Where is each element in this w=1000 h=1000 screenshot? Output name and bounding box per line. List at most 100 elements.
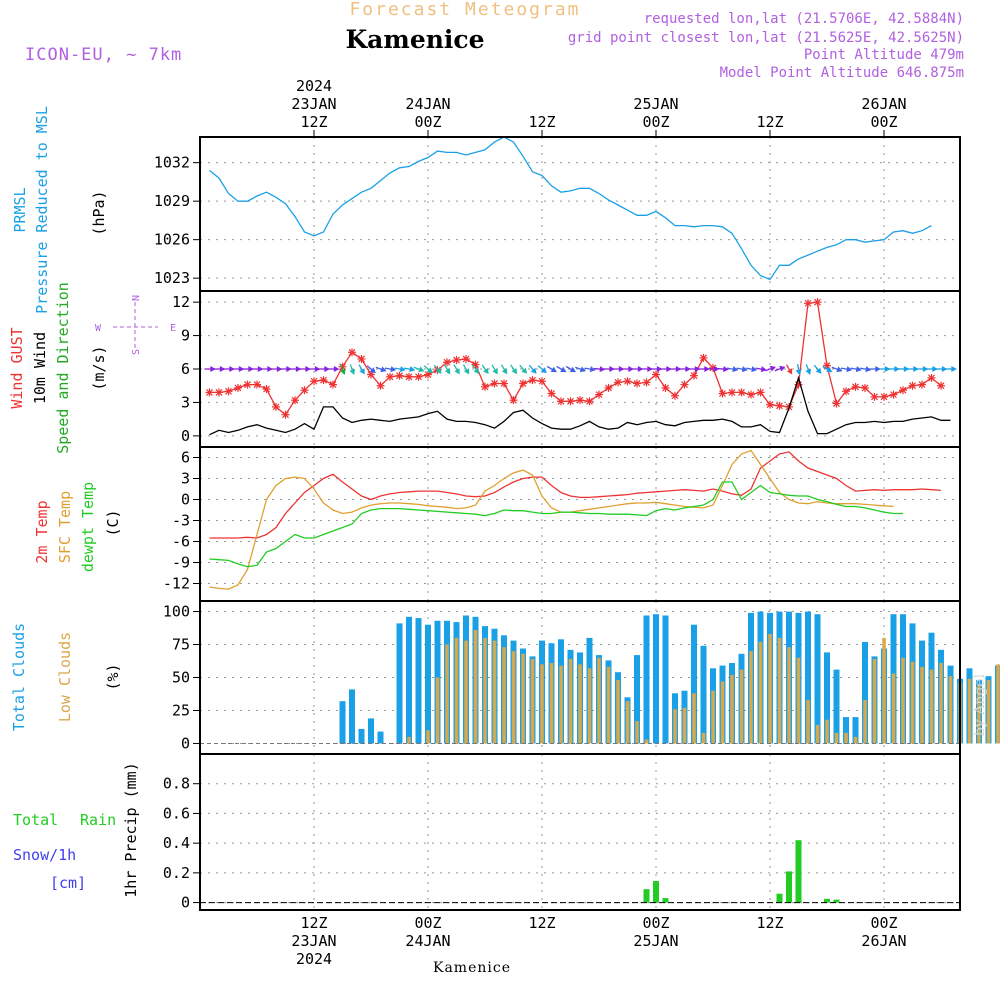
- wind-direction-arrow: [926, 365, 938, 373]
- y-tick-label: 0.2: [163, 864, 190, 882]
- wind-plot: 0 3 6 9 12: [172, 290, 961, 448]
- gust-marker: [680, 380, 689, 389]
- bottom-time-label: 00Z: [870, 914, 897, 932]
- gust-marker: [452, 356, 461, 365]
- wind-direction-arrow: [603, 365, 615, 373]
- wind-direction-arrow: [358, 364, 365, 375]
- gust-marker: [443, 358, 451, 367]
- low-cloud-bar: [492, 640, 497, 744]
- series-line: [209, 375, 951, 436]
- total-cloud-bar: [406, 616, 412, 744]
- bottom-time-label: 26JAN: [861, 932, 906, 950]
- gust-marker: [319, 376, 328, 385]
- low-cloud-bar: [720, 681, 725, 744]
- wind-direction-arrow: [481, 364, 489, 375]
- temp-dewpt-label: dewpt Temp: [79, 482, 97, 572]
- low-cloud-bar: [635, 721, 639, 744]
- y-tick-label: 0: [181, 427, 190, 445]
- wind-direction-arrow: [698, 365, 710, 373]
- low-cloud-bar: [549, 663, 554, 744]
- gust-marker: [348, 348, 356, 357]
- wind-direction-arrow: [384, 366, 397, 373]
- low-cloud-bar: [682, 707, 687, 744]
- grid-point-coords: grid point closest lon,lat (21.5625E, 42…: [568, 30, 964, 46]
- wind-direction-arrow: [328, 365, 340, 373]
- watermark: by Angel: [972, 673, 988, 736]
- rain-bar: [776, 893, 783, 903]
- wind-direction-arrow: [423, 365, 433, 374]
- wind-direction-arrow: [822, 365, 833, 373]
- pressure-label: Pressure Reduced to MSL: [33, 106, 51, 314]
- low-cloud-bar: [986, 680, 991, 744]
- panel-frame: [199, 753, 961, 911]
- wind-direction-arrow: [556, 365, 567, 373]
- y-tick-label: 0.4: [163, 834, 190, 852]
- clouds-panel: 0 25 50 75 100 Total Clouds Low Clouds (%) b…: [10, 600, 1000, 755]
- gust-marker: [861, 383, 869, 392]
- low-cloud-bar: [483, 637, 487, 744]
- gust-marker: [205, 388, 214, 397]
- bottom-time-label: 2024: [296, 950, 332, 968]
- gust-marker: [937, 381, 945, 390]
- low-clouds-label: Low Clouds: [56, 632, 74, 722]
- gust-marker: [471, 360, 480, 369]
- wind-direction-arrow: [632, 365, 644, 373]
- top-time-label: 00Z: [414, 113, 441, 131]
- low-cloud-bar: [521, 653, 525, 744]
- compass-n: N: [131, 295, 142, 301]
- low-cloud-bar: [882, 637, 886, 744]
- total-cloud-bar: [339, 701, 346, 744]
- top-time-label: 23JAN: [291, 95, 336, 113]
- series-line: [209, 481, 903, 568]
- gust-marker: [614, 378, 622, 387]
- low-cloud-bar: [540, 664, 544, 744]
- gust-marker: [813, 298, 822, 307]
- bottom-time-label: 23JAN: [291, 932, 336, 950]
- clouds-plot: 0 25 50 75 100: [163, 600, 1000, 755]
- gust-marker: [519, 379, 527, 388]
- wind-direction-arrow: [349, 364, 356, 375]
- wind-direction-arrow: [831, 366, 843, 373]
- low-cloud-bar: [806, 699, 810, 744]
- wind-panel: 0 3 6 9 12 Wind GUST 10m Wind Speed and Dire…: [8, 282, 961, 454]
- precip-cm-label: [cm]: [50, 874, 86, 892]
- y-tick-label: -9: [172, 554, 190, 572]
- low-cloud-bar: [454, 637, 459, 744]
- y-tick-label: -3: [172, 512, 190, 530]
- wind-direction-arrow: [528, 364, 537, 374]
- low-cloud-bar: [863, 699, 867, 744]
- gust-marker: [357, 354, 366, 363]
- wind-direction-arrow: [394, 366, 406, 373]
- wind-direction-arrow: [413, 366, 425, 373]
- wind-direction-arrow: [805, 364, 812, 375]
- low-cloud-bar: [796, 657, 801, 744]
- gust-marker: [262, 385, 271, 394]
- low-cloud-bar: [606, 666, 611, 744]
- gust-marker: [652, 370, 660, 379]
- gust-marker: [300, 386, 309, 395]
- low-cloud-bar: [464, 640, 468, 744]
- wind-direction-arrow: [917, 365, 929, 373]
- wind-gust-label: Wind GUST: [8, 327, 26, 408]
- gust-marker: [405, 372, 413, 381]
- prmsl-label: PRMSL: [11, 187, 29, 232]
- top-time-label: 25JAN: [633, 95, 678, 113]
- gust-marker: [224, 387, 233, 396]
- wind-direction-arrow: [622, 365, 634, 373]
- low-cloud-bar: [511, 651, 516, 744]
- total-cloud-bar: [396, 623, 403, 744]
- wind-direction-arrow: [433, 364, 442, 374]
- low-cloud-bar: [834, 732, 839, 744]
- low-cloud-bar: [578, 664, 582, 744]
- gust-marker: [215, 388, 223, 397]
- wind-direction-arrow: [869, 365, 881, 373]
- wind-direction-arrow: [689, 365, 701, 373]
- total-cloud-bar: [852, 717, 859, 744]
- wind-direction-arrow: [613, 365, 625, 373]
- gust-marker: [462, 354, 470, 363]
- top-time-label: 24JAN: [405, 95, 450, 113]
- wind-direction-arrow: [660, 365, 672, 373]
- y-tick-label: 1023: [154, 269, 190, 287]
- total-cloud-bar: [833, 669, 840, 744]
